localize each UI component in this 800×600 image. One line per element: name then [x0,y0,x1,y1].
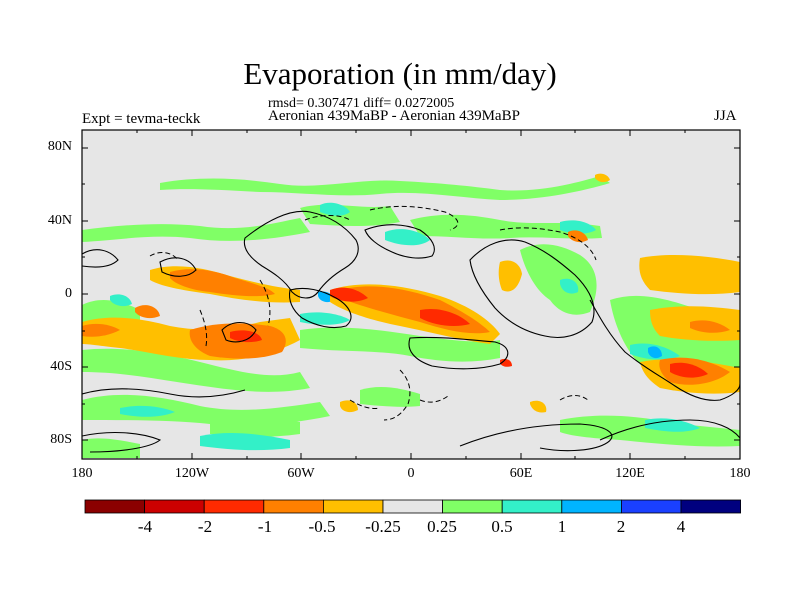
colorbar-swatch [621,499,682,514]
colorbar-label: 2 [616,517,626,536]
colorbar [84,499,741,514]
x-tick-label: 60W [287,466,315,481]
colorbar-label: 4 [676,517,686,536]
colorbar-swatch [442,499,503,514]
y-tick-label: 80S [50,432,72,447]
colorbar-label: -2 [197,517,213,536]
colorbar-swatch [322,499,384,514]
colorbar-swatch [382,499,443,514]
colorbar-label: 0.25 [427,517,457,536]
y-tick-label: 40N [47,213,72,228]
colorbar-swatch [203,499,265,514]
colorbar-swatch [84,499,145,514]
x-tick-label: 120W [174,466,210,481]
colorbar-swatch [144,499,205,514]
colorbar-label: -0.5 [308,517,336,536]
stats-text: rmsd= 0.307471 diff= 0.0272005 [268,96,455,111]
y-ticks [82,147,740,441]
x-tick-label: 180 [729,466,751,481]
map-title: Evaporation (in mm/day) [243,56,557,91]
expt-label: Expt = tevma-teckk [82,111,201,127]
x-tick-label: 120E [615,466,645,481]
coastlines [82,210,740,453]
colorbar-label: -4 [137,517,153,536]
colorbar-label: -1 [257,517,273,536]
x-ticks [136,130,686,459]
y-tick-label: 40S [50,359,72,374]
colorbar-swatch [561,499,622,514]
colorbar-swatch [263,499,324,514]
colorbar-label: 1 [557,517,567,536]
y-tick-label: 80N [47,139,72,154]
colorbar-label: -0.25 [365,517,401,536]
shelf-outlines [149,205,597,421]
colorbar-swatch [501,499,563,514]
colorbar-swatch [680,499,741,514]
map-plot [82,130,740,459]
experiment-subtitle: Aeronian 439MaBP - Aeronian 439MaBP [268,108,520,124]
x-tick-label: 180 [71,466,93,481]
x-tick-label: 0 [407,466,415,481]
y-tick-label: 0 [65,286,72,301]
season-label: JJA [714,108,737,124]
x-tick-label: 60E [509,466,533,481]
colorbar-label: 0.5 [491,517,513,536]
